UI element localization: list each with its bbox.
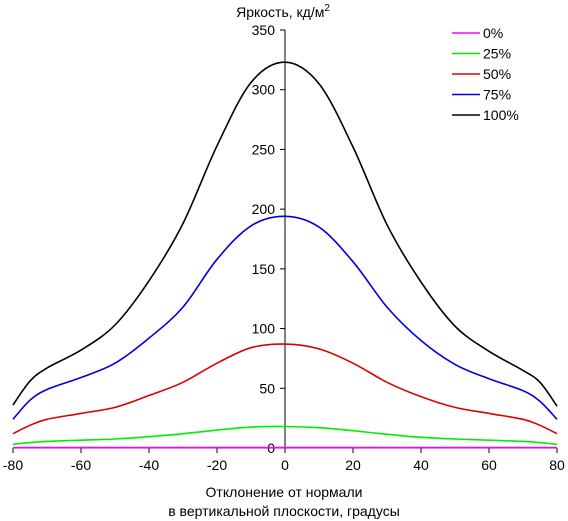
- series-line-50pct: [12, 343, 558, 435]
- x-tick-label: -60: [71, 457, 91, 473]
- x-axis-title-line1: Отклонение от нормали: [206, 484, 363, 500]
- series-lines: [12, 61, 558, 449]
- y-tick-label: 200: [252, 201, 276, 217]
- legend-label: 75%: [483, 87, 511, 103]
- y-axis-title: Яркость, кд/м2: [236, 3, 330, 20]
- x-tick-label: -80: [3, 457, 23, 473]
- legend: 0% 25% 50% 75% 100%: [452, 25, 519, 123]
- x-tick-label: 60: [481, 457, 497, 473]
- x-tick-label: 40: [413, 457, 429, 473]
- y-tick-label: 300: [252, 82, 276, 98]
- x-tick-label: 0: [281, 457, 289, 473]
- y-tick-label: 250: [252, 141, 276, 157]
- legend-label: 100%: [483, 107, 519, 123]
- x-tick-label: 20: [345, 457, 361, 473]
- legend-label: 50%: [483, 66, 511, 82]
- x-ticks: -80 -60 -40 -20 0 20 40 60 80: [3, 448, 565, 473]
- y-tick-label: 100: [252, 321, 276, 337]
- series-line-25pct: [12, 425, 558, 446]
- legend-label: 25%: [483, 46, 511, 62]
- x-tick-label: -20: [207, 457, 227, 473]
- legend-label: 0%: [483, 25, 503, 41]
- series-line-75pct: [12, 215, 558, 420]
- series-line-100pct: [12, 61, 558, 407]
- x-tick-label: -40: [139, 457, 159, 473]
- x-axis-title-line2: в вертикальной плоскости, градусы: [168, 503, 400, 519]
- y-tick-label: 350: [252, 22, 276, 38]
- y-tick-label: 150: [252, 261, 276, 277]
- axes: [13, 30, 557, 449]
- y-tick-label: 50: [259, 380, 275, 396]
- x-tick-label: 80: [549, 457, 565, 473]
